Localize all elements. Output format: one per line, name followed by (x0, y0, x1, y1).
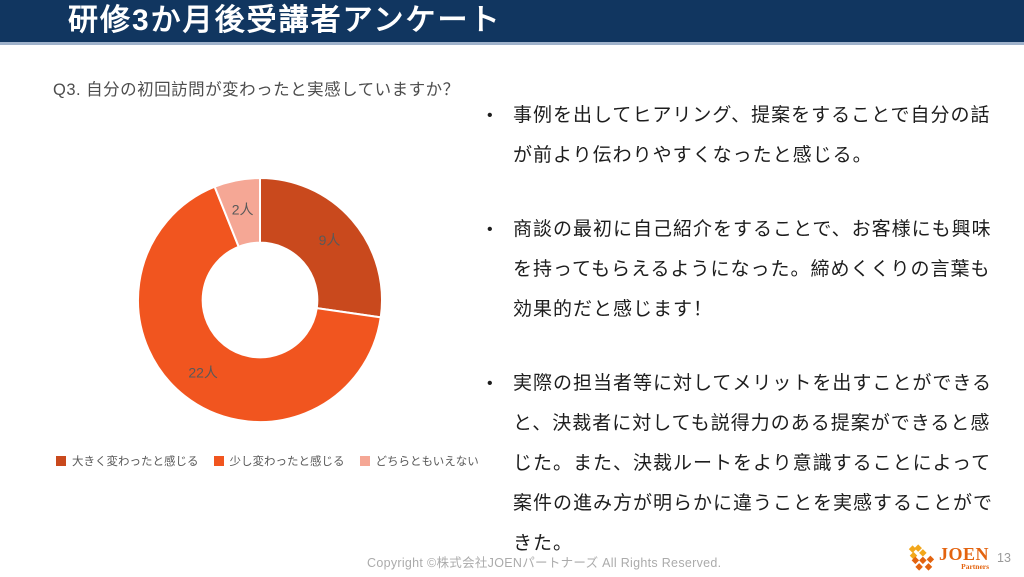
list-item: • 実際の担当者等に対してメリットを出すことができると、決裁者に対しても説得力の… (487, 364, 1009, 564)
page-title: 研修3か月後受講者アンケート (68, 4, 502, 37)
list-item: • 商談の最初に自己紹介をすることで、お客様にも興味を持ってもらえるようになった… (487, 210, 1009, 330)
comment-text: 事例を出してヒアリング、提案をすることで自分の話が前より伝わりやすくなったと感じ… (513, 105, 991, 166)
donut-chart: 9人 22人 2人 (137, 176, 383, 423)
comment-text: 商談の最初に自己紹介をすることで、お客様にも興味を持ってもらえるようになった。締… (513, 219, 992, 320)
page-number: 13 (997, 551, 1011, 565)
slide-header-bar: 研修3か月後受講者アンケート (0, 0, 1024, 45)
bullet-icon: • (487, 375, 494, 392)
chart-question-label: Q3. 自分の初回訪問が変わったと実感していますか？ (53, 81, 460, 99)
legend-label: 少し変わったと感じる (229, 456, 345, 468)
comments-list: • 事例を出してヒアリング、提案をすることで自分の話が前より伝わりやすくなったと… (487, 96, 1009, 577)
bullet-icon: • (487, 107, 494, 124)
copyright-text: Copyright ©株式会社JOENパートナーズ All Rights Res… (367, 556, 722, 570)
chart-legend: 大きく変わったと感じる 少し変わったと感じる どちらともいえない (56, 453, 479, 469)
donut-slice (259, 176, 383, 319)
legend-item: どちらともいえない (359, 453, 479, 469)
slice-data-label: 22人 (188, 364, 218, 380)
slice-data-label: 9人 (319, 232, 341, 248)
handshake-icon (908, 544, 935, 571)
bullet-icon: • (487, 221, 494, 238)
company-logo: JOEN Partners (906, 544, 989, 571)
legend-swatch-icon (213, 456, 224, 466)
list-item: • 事例を出してヒアリング、提案をすることで自分の話が前より伝わりやすくなったと… (487, 96, 1009, 176)
logo-text: JOEN Partners (939, 545, 989, 571)
legend-swatch-icon (359, 456, 370, 466)
legend-label: 大きく変わったと感じる (72, 456, 199, 468)
logo-subname: Partners (961, 561, 990, 571)
comment-text: 実際の担当者等に対してメリットを出すことができると、決裁者に対しても説得力のある… (513, 373, 994, 554)
donut-slice (137, 185, 382, 423)
donut-slice (213, 176, 261, 249)
legend-item: 大きく変わったと感じる (56, 453, 199, 469)
legend-swatch-icon (56, 456, 66, 466)
slice-data-label: 2人 (232, 202, 254, 218)
legend-label: どちらともいえない (375, 456, 479, 468)
logo-name: JOEN (939, 543, 990, 564)
legend-item: 少し変わったと感じる (213, 453, 345, 469)
